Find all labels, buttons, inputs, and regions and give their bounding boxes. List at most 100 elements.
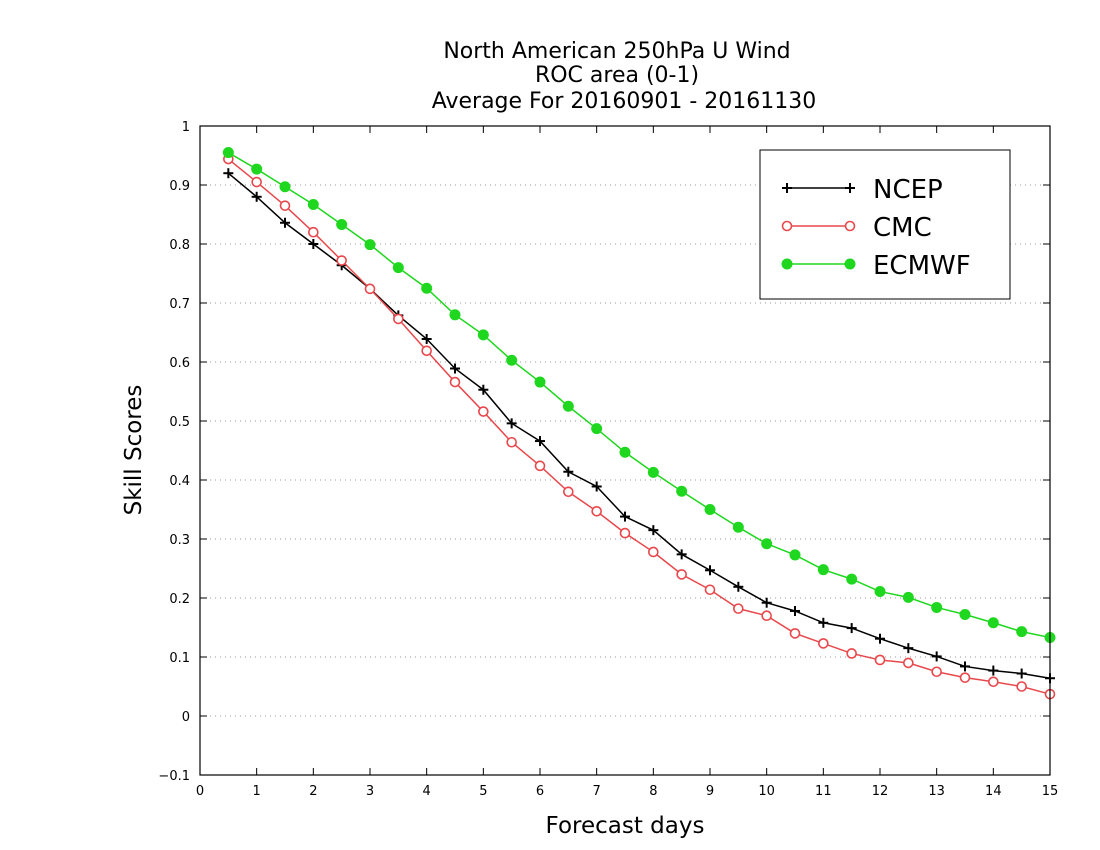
data-point-ecmwf <box>336 219 348 231</box>
data-point-ecmwf <box>307 198 319 210</box>
legend-marker <box>781 258 793 270</box>
tick-layer: −0.100.10.20.30.40.50.60.70.80.910 1 2 3 4 5 6… <box>158 120 1058 799</box>
y-tick-label: −0.1 <box>158 769 190 784</box>
y-tick-label: 0.8 <box>169 238 190 253</box>
x-tick-label: 9 <box>706 784 714 799</box>
data-point-ncep <box>790 605 800 616</box>
data-point-cmc <box>619 527 631 539</box>
data-point-ecmwf <box>619 446 631 458</box>
data-point-ncep <box>931 651 942 662</box>
series-ecmwf <box>222 147 1056 644</box>
data-point-cmc <box>478 406 489 417</box>
legend: NCEP CMC ECMWF <box>759 149 1011 300</box>
data-point-ncep <box>251 191 262 202</box>
data-point-cmc <box>563 486 574 498</box>
legend-label: NCEP <box>873 175 943 205</box>
x-tick-label: 13 <box>928 784 945 799</box>
data-point-ecmwf <box>987 617 999 629</box>
data-point-cmc <box>336 255 347 266</box>
x-tick-label: 10 <box>758 784 775 799</box>
data-point-cmc <box>988 676 999 688</box>
x-tick-label: 0 <box>196 784 204 799</box>
legend-marker <box>844 258 856 270</box>
data-point-cmc <box>393 313 404 325</box>
data-point-ncep <box>648 525 659 536</box>
data-point-ecmwf <box>506 354 518 366</box>
legend-marker <box>844 220 856 232</box>
y-tick-label: 0.9 <box>169 179 190 194</box>
data-point-ecmwf <box>534 376 546 388</box>
data-point-ncep <box>535 436 545 447</box>
data-point-cmc <box>818 638 829 649</box>
data-point-cmc <box>959 672 971 683</box>
data-point-ecmwf <box>761 538 773 550</box>
legend-label: CMC <box>873 213 932 243</box>
data-point-ecmwf <box>591 423 603 435</box>
plot-frame <box>199 125 1051 776</box>
data-point-ecmwf <box>279 181 291 193</box>
data-point-ncep <box>988 665 999 676</box>
data-point-ecmwf <box>846 573 858 585</box>
data-point-ncep <box>591 481 602 492</box>
x-tick-label: 2 <box>309 784 317 799</box>
data-point-ncep <box>620 511 630 522</box>
legend-entry-ecmwf: ECMWF <box>781 251 971 281</box>
data-point-ecmwf <box>931 601 943 613</box>
data-point-cmc <box>676 569 687 580</box>
data-point-ncep <box>733 581 744 592</box>
data-point-cmc <box>874 654 886 666</box>
data-point-ncep <box>280 217 290 228</box>
data-point-ecmwf <box>392 262 404 274</box>
data-point-ecmwf <box>676 485 688 497</box>
data-point-cmc <box>534 460 546 472</box>
y-tick-label: 0.4 <box>169 474 190 489</box>
y-tick-label: 0.3 <box>169 533 190 548</box>
data-point-ncep <box>223 168 234 179</box>
y-tick-label: 1 <box>182 120 190 135</box>
data-point-ecmwf <box>902 591 914 603</box>
data-point-cmc <box>931 666 942 678</box>
data-point-ecmwf <box>789 549 801 561</box>
grid-layer <box>200 184 1050 717</box>
data-point-ecmwf <box>959 609 971 621</box>
x-tick-label: 12 <box>872 784 889 799</box>
data-point-ncep <box>1016 668 1027 679</box>
data-point-cmc <box>1016 681 1027 692</box>
data-point-cmc <box>364 283 376 295</box>
data-point-ncep <box>506 418 517 429</box>
y-tick-label: 0.5 <box>169 415 190 430</box>
x-tick-label: 5 <box>479 784 487 799</box>
chart-title-line-3: Average For 20160901 - 20161130 <box>432 89 817 114</box>
data-point-ncep <box>903 643 914 654</box>
data-point-ncep <box>875 633 885 644</box>
data-point-ncep <box>421 333 432 344</box>
data-point-ecmwf <box>562 400 574 412</box>
data-point-ecmwf <box>449 309 461 321</box>
legend-marker <box>845 183 855 193</box>
data-point-cmc <box>704 584 716 596</box>
legend-label: ECMWF <box>873 251 971 281</box>
data-point-ncep <box>960 661 970 672</box>
data-point-ecmwf <box>647 466 659 478</box>
y-tick-label: 0.2 <box>169 592 190 607</box>
x-tick-label: 8 <box>649 784 657 799</box>
series-cmc <box>223 153 1056 700</box>
series-layer <box>222 147 1056 700</box>
x-tick-label: 1 <box>253 784 261 799</box>
data-point-ecmwf <box>817 564 829 576</box>
data-point-ncep <box>563 466 574 477</box>
data-point-ncep <box>761 597 772 608</box>
data-point-ecmwf <box>477 329 489 341</box>
data-point-ncep <box>846 623 857 634</box>
data-point-cmc <box>251 176 262 188</box>
data-point-ncep <box>308 239 319 249</box>
data-point-cmc <box>591 505 602 517</box>
legend-marker <box>781 220 793 232</box>
data-point-cmc <box>846 648 857 659</box>
data-point-ecmwf <box>874 586 886 598</box>
y-tick-label: 0.7 <box>169 297 190 312</box>
data-point-ncep <box>450 363 460 374</box>
data-point-ecmwf <box>251 163 263 175</box>
legend-entry-ncep: NCEP <box>782 175 943 205</box>
